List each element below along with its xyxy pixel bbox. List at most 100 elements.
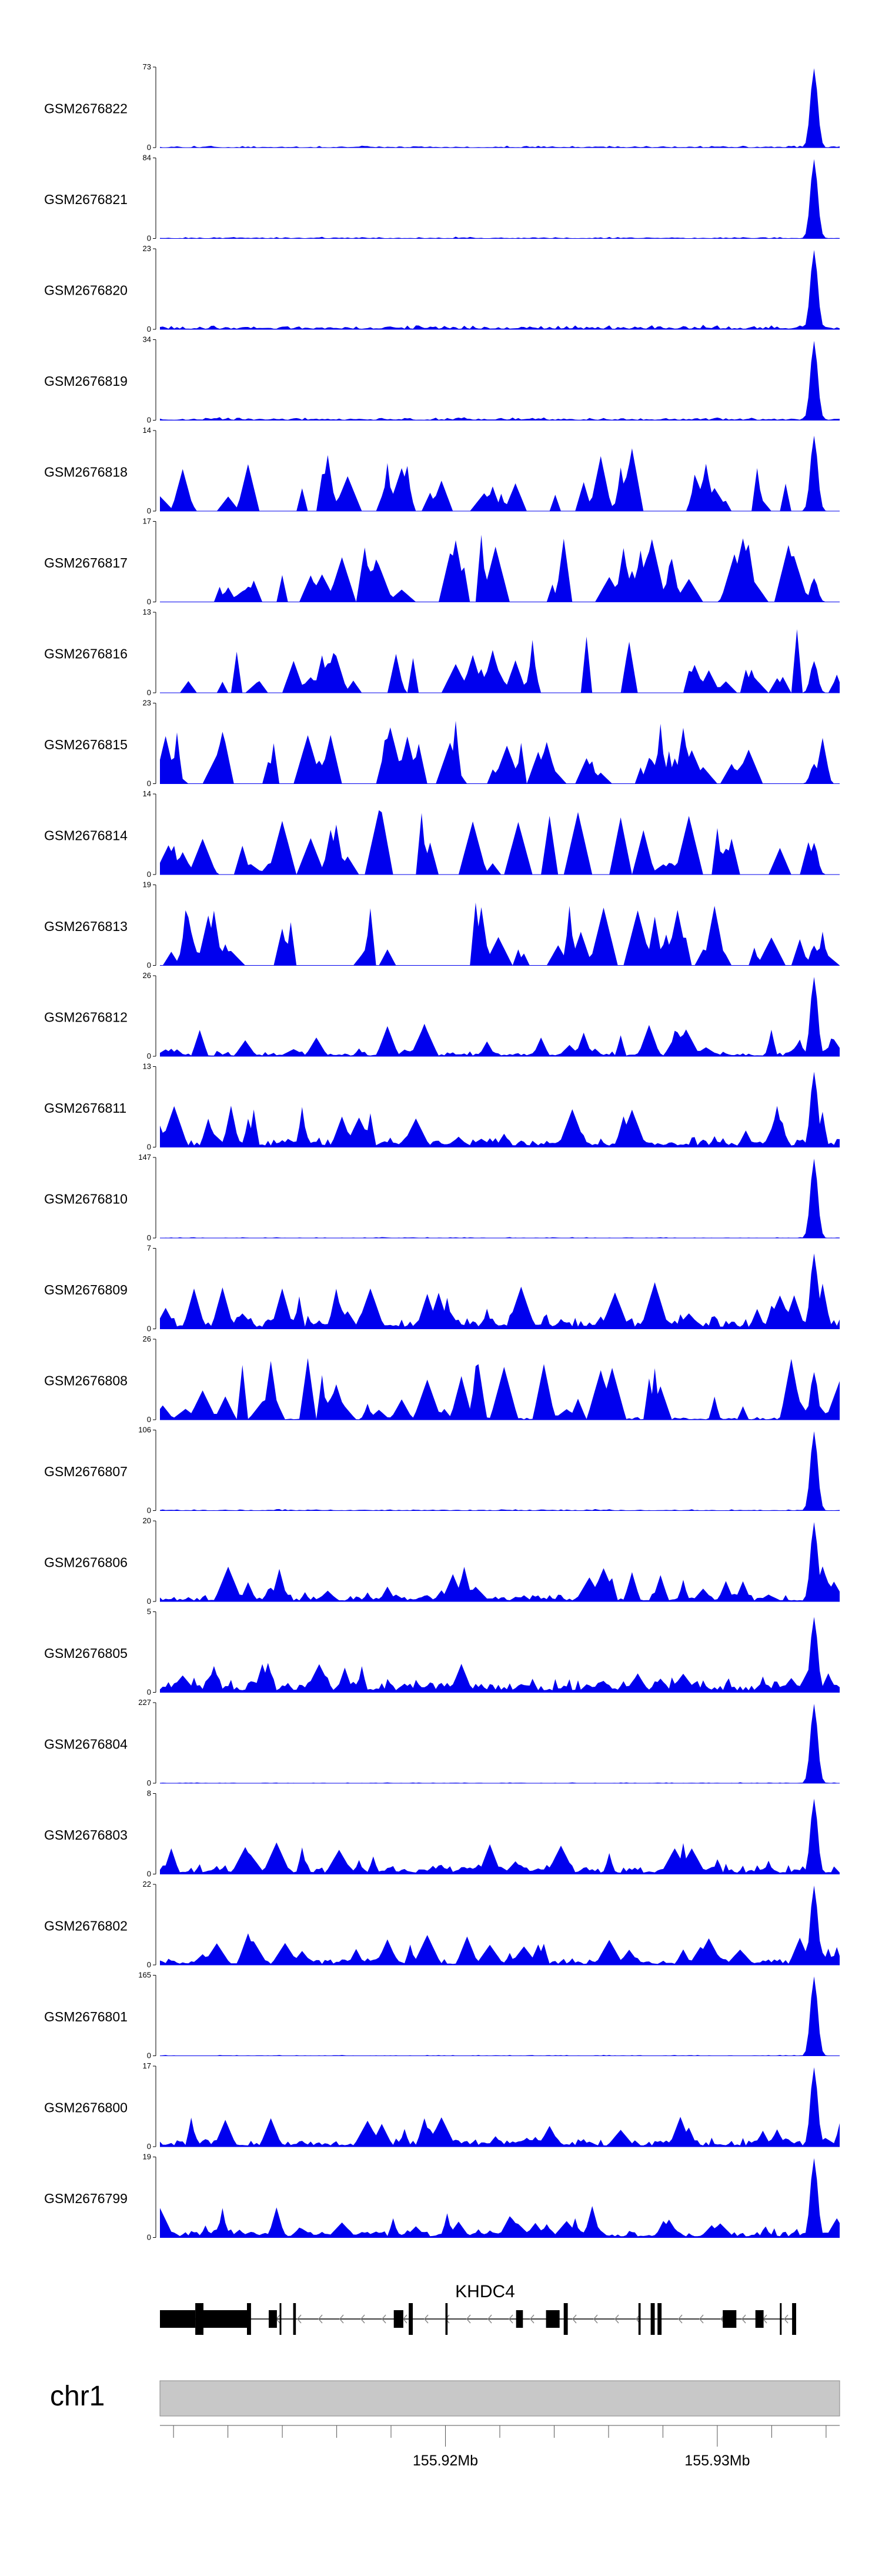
y-min-label: 0: [147, 2051, 151, 2060]
y-min-label: 0: [147, 1324, 151, 1333]
y-min-label: 0: [147, 1506, 151, 1515]
y-max-label: 106: [138, 1426, 151, 1434]
signal-area: [160, 341, 840, 421]
gene-exon: [516, 2310, 523, 2328]
track-label: GSM2676807: [44, 1464, 128, 1479]
signal-area: [160, 1976, 840, 2056]
track-GSM2676805: GSM2676805 5 0: [44, 1607, 840, 1697]
signal-area: [160, 720, 840, 784]
strand-arrow: [424, 2314, 429, 2324]
y-min-label: 0: [147, 1415, 151, 1424]
track-label: GSM2676809: [44, 1282, 128, 1297]
signal-area: [160, 535, 840, 602]
track-label: GSM2676810: [44, 1192, 128, 1207]
gene-exon: [247, 2303, 251, 2335]
signal-area: [160, 1072, 840, 1147]
signal-area: [160, 1253, 840, 1329]
gene-exon: [792, 2303, 796, 2335]
y-min-label: 0: [147, 598, 151, 606]
gene-exon: [563, 2303, 568, 2335]
strand-arrow: [784, 2314, 789, 2324]
gene-track: KHDC4: [160, 2282, 797, 2335]
y-min-label: 0: [147, 506, 151, 515]
track-label: GSM2676801: [44, 2009, 128, 2024]
track-label: GSM2676814: [44, 828, 128, 843]
track-label: GSM2676805: [44, 1646, 128, 1661]
signal-area: [160, 977, 840, 1056]
y-max-label: 73: [143, 62, 151, 71]
strand-arrow: [509, 2314, 513, 2324]
y-max-label: 19: [143, 2153, 151, 2161]
signal-tracks: GSM2676822730GSM2676821840GSM2676820230G…: [44, 62, 840, 2242]
track-label: GSM2676819: [44, 373, 128, 389]
track-GSM2676804: GSM2676804 227 0: [44, 1698, 840, 1787]
y-min-label: 0: [147, 2233, 151, 2242]
track-label: GSM2676820: [44, 283, 128, 298]
signal-area: [160, 1358, 840, 1420]
gene-exon: [409, 2303, 413, 2335]
gene-exon: [279, 2303, 282, 2335]
y-max-label: 19: [143, 880, 151, 889]
y-max-label: 17: [143, 517, 151, 526]
y-min-label: 0: [147, 688, 151, 697]
track-label: GSM2676811: [44, 1100, 126, 1116]
gene-exon: [755, 2310, 764, 2328]
track-GSM2676810: GSM2676810 147 0: [44, 1153, 840, 1242]
y-max-label: 26: [143, 971, 151, 980]
gene-exon: [293, 2303, 296, 2335]
strand-arrow: [614, 2314, 619, 2324]
track-GSM2676813: GSM2676813 19 0: [44, 880, 840, 970]
signal-area: [160, 250, 840, 329]
y-min-label: 0: [147, 234, 151, 243]
y-min-label: 0: [147, 143, 151, 152]
y-max-label: 7: [147, 1244, 151, 1253]
y-max-label: 13: [143, 1062, 151, 1071]
track-label: GSM2676818: [44, 465, 128, 480]
y-max-label: 14: [143, 789, 151, 798]
signal-area: [160, 1431, 840, 1511]
track-GSM2676801: GSM2676801 165 0: [44, 1971, 840, 2060]
y-min-label: 0: [147, 325, 151, 333]
y-min-label: 0: [147, 961, 151, 970]
track-label: GSM2676802: [44, 1918, 128, 1934]
strand-arrow: [318, 2314, 323, 2324]
y-max-label: 14: [143, 426, 151, 435]
y-max-label: 5: [147, 1607, 151, 1616]
signal-area: [160, 629, 840, 693]
strand-arrow: [678, 2314, 683, 2324]
y-max-label: 26: [143, 1334, 151, 1343]
y-max-label: 20: [143, 1516, 151, 1525]
signal-area: [160, 1159, 840, 1238]
track-GSM2676819: GSM2676819 34 0: [44, 335, 840, 425]
track-GSM2676816: GSM2676816 13 0: [44, 608, 840, 697]
y-min-label: 0: [147, 416, 151, 425]
y-min-label: 0: [147, 870, 151, 879]
y-max-label: 23: [143, 699, 151, 708]
gene-exon: [650, 2303, 655, 2335]
track-GSM2676821: GSM2676821 84 0: [44, 154, 840, 243]
track-label: GSM2676808: [44, 1373, 128, 1389]
ideogram-track: chr1 155.92Mb 155.93Mb: [50, 2380, 840, 2469]
gene-exon: [638, 2303, 641, 2335]
signal-area: [160, 159, 840, 239]
gene-exon: [203, 2310, 247, 2328]
strand-arrow: [403, 2314, 407, 2324]
y-min-label: 0: [147, 779, 151, 788]
track-GSM2676806: GSM2676806 20 0: [44, 1516, 840, 1606]
signal-area: [160, 435, 840, 511]
track-label: GSM2676800: [44, 2100, 128, 2115]
strand-arrow: [699, 2314, 704, 2324]
signal-area: [160, 1704, 840, 1783]
signal-area: [160, 2067, 840, 2147]
track-label: GSM2676817: [44, 555, 128, 570]
gene-exon: [393, 2310, 403, 2328]
y-min-label: 0: [147, 1688, 151, 1697]
track-label: GSM2676822: [44, 101, 128, 116]
track-GSM2676811: GSM2676811 13 0: [44, 1062, 840, 1152]
y-max-label: 23: [143, 244, 151, 253]
track-GSM2676800: GSM2676800 17 0: [44, 2061, 840, 2151]
strand-arrow: [360, 2314, 365, 2324]
strand-arrow: [741, 2314, 746, 2324]
track-GSM2676815: GSM2676815 23 0: [44, 699, 840, 788]
